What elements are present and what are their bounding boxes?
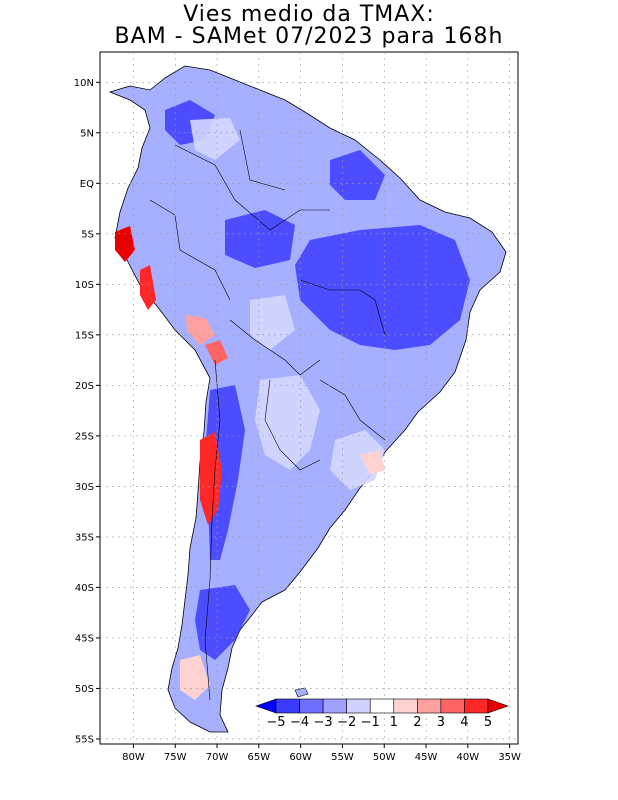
lat-label: 15S [75, 330, 94, 341]
latitude-labels: 10N 5N EQ 5S 10S 15S 20S 25S 30S 35S 40S 45S 50S 55S [74, 78, 100, 745]
colorbar-label: 4 [460, 715, 468, 730]
colorbar-cell [464, 698, 489, 714]
lon-label: 70W [206, 752, 229, 763]
lon-label: 65W [248, 752, 271, 763]
colorbar-cell [487, 698, 509, 714]
lon-label: 40W [457, 752, 480, 763]
lon-label: 35W [498, 752, 521, 763]
lat-label: 50S [75, 684, 94, 695]
colorbar-label: 3 [437, 715, 445, 730]
lat-label: 5S [81, 229, 94, 240]
colorbar-cell [346, 698, 371, 714]
colorbar: −5 −4 −3 −2 −1 1 2 3 4 5 [255, 698, 509, 730]
colorbar-cell [417, 698, 442, 714]
lat-label: 30S [75, 482, 94, 493]
map-title-line2: BAM - SAMet 07/2023 para 168h [114, 24, 504, 49]
colorbar-label: −3 [314, 715, 333, 730]
lat-label: 5N [80, 128, 94, 139]
colorbar-label: −5 [266, 715, 285, 730]
colorbar-label: −2 [337, 715, 356, 730]
pale-bias-areas [190, 118, 385, 490]
lat-label: 25S [75, 431, 94, 442]
lat-label: EQ [80, 179, 94, 190]
lat-label: 20S [75, 381, 94, 392]
colorbar-cell [322, 698, 347, 714]
lon-label: 45W [415, 752, 438, 763]
colorbar-label: 1 [390, 715, 398, 730]
colorbar-cell [369, 698, 395, 714]
colorbar-label: −4 [290, 715, 309, 730]
graticule [100, 52, 518, 744]
falkland-islands [294, 687, 309, 698]
colorbar-cell [440, 698, 465, 714]
lat-label: 40S [75, 583, 94, 594]
lon-label: 50W [373, 752, 396, 763]
lon-label: 80W [122, 752, 145, 763]
lat-label: 35S [75, 532, 94, 543]
lon-label: 55W [331, 752, 354, 763]
lon-label: 75W [164, 752, 187, 763]
lon-label: 60W [289, 752, 312, 763]
lat-label: 10N [74, 78, 94, 89]
map-area [100, 52, 518, 744]
colorbar-cell [275, 698, 300, 714]
lat-label: 55S [75, 734, 94, 745]
country-borders [149, 129, 386, 701]
map-title-line1: Vies medio da TMAX: [183, 2, 435, 27]
colorbar-label: 5 [484, 715, 492, 730]
lat-label: 45S [75, 633, 94, 644]
colorbar-label: 2 [413, 715, 421, 730]
colorbar-label: −1 [361, 715, 380, 730]
lat-label: 10S [75, 280, 94, 291]
colorbar-cell [299, 698, 324, 714]
longitude-labels: 80W 75W 70W 65W 60W 55W 50W 45W 40W 35W [122, 744, 521, 763]
colorbar-cell [393, 698, 418, 714]
